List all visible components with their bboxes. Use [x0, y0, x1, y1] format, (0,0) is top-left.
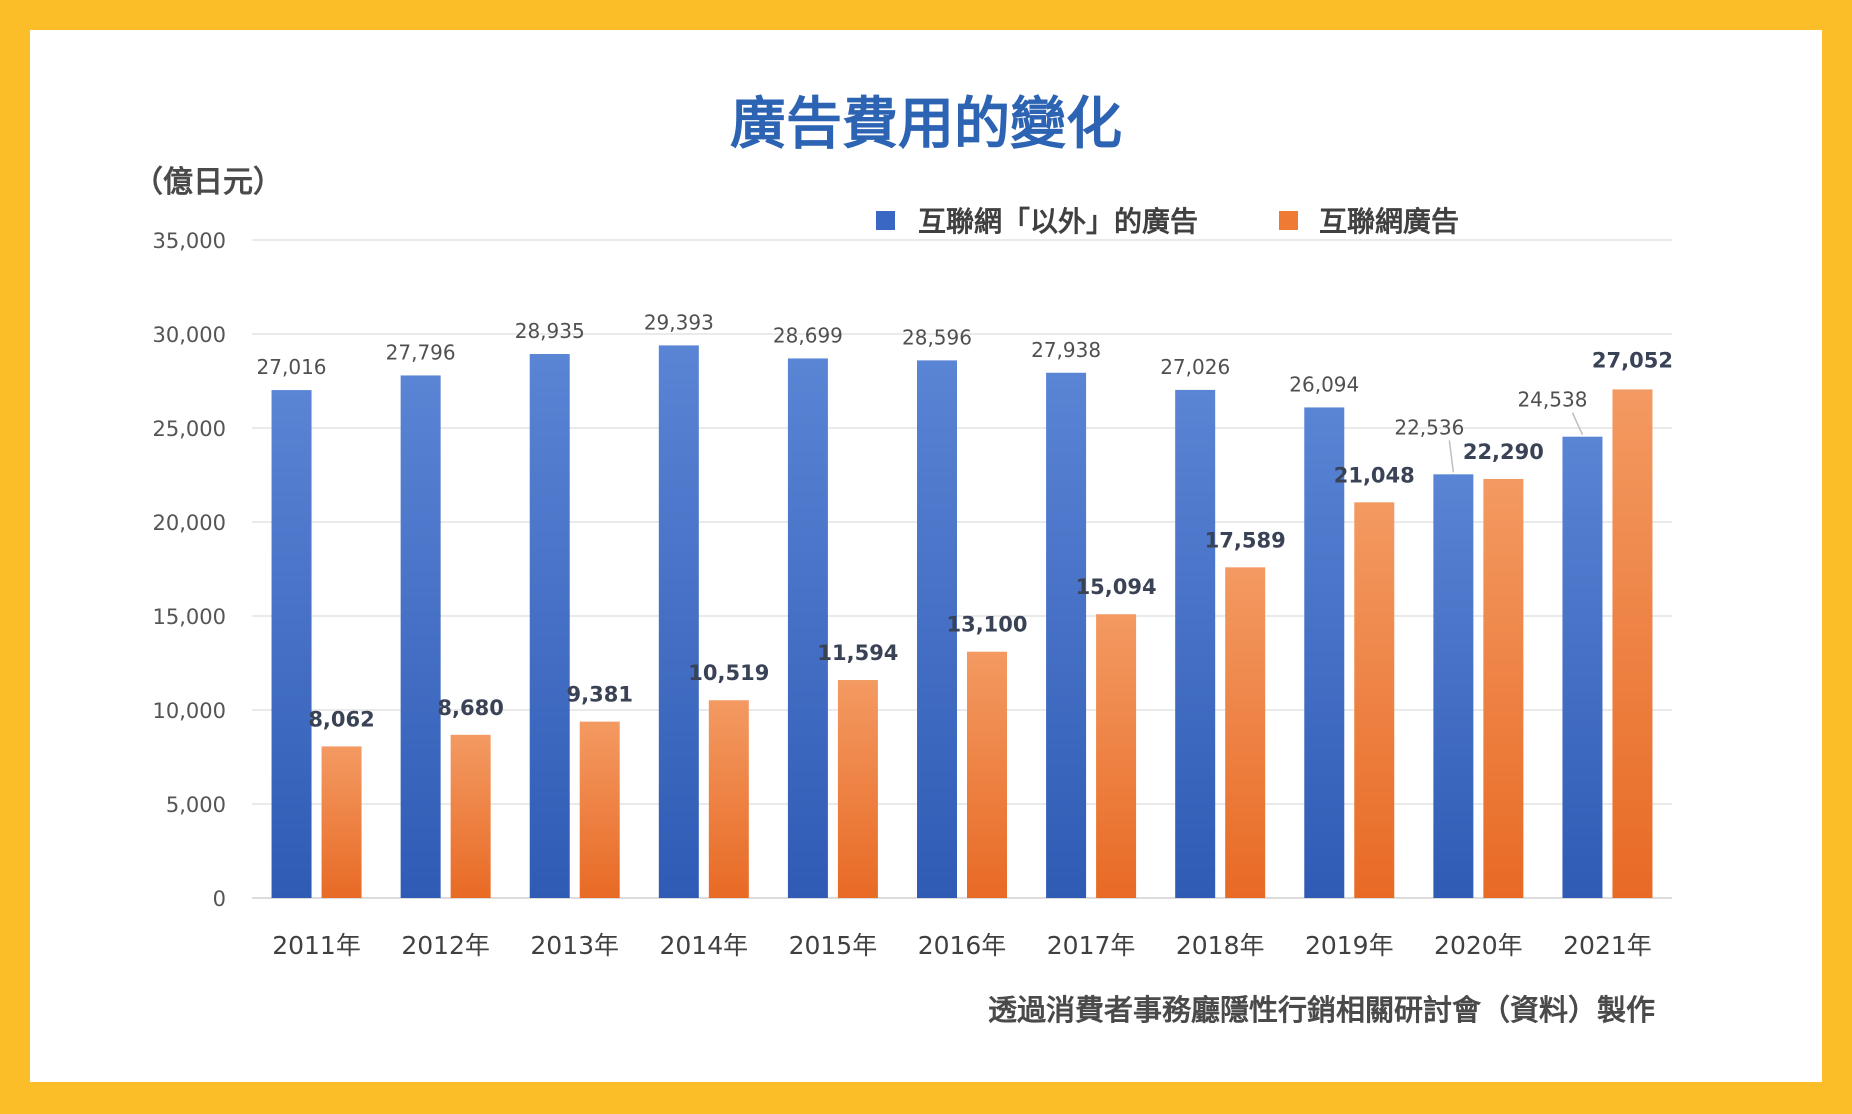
data-label-non-internet: 28,935	[515, 319, 585, 343]
bar-non-internet	[1175, 389, 1216, 898]
data-label-non-internet: 28,596	[902, 325, 972, 349]
x-tick-label: 2012年	[401, 931, 490, 960]
bar-internet	[708, 700, 749, 898]
x-tick-label: 2015年	[789, 931, 878, 960]
y-tick-label: 30,000	[153, 323, 226, 347]
bar-internet	[1096, 614, 1137, 898]
x-tick-label: 2016年	[918, 931, 1007, 960]
data-label-non-internet: 27,016	[257, 355, 327, 379]
bar-internet	[1225, 567, 1266, 898]
bar-non-internet	[1046, 372, 1087, 898]
bar-non-internet	[1304, 407, 1345, 898]
bar-internet	[579, 721, 620, 898]
data-label-non-internet: 24,538	[1517, 388, 1587, 412]
leader-line	[1571, 412, 1584, 435]
bar-internet	[450, 734, 491, 898]
chart-title: 廣告費用的變化	[730, 92, 1122, 157]
bar-internet	[1483, 478, 1524, 898]
data-label-internet: 21,048	[1334, 463, 1415, 487]
y-tick-label: 5,000	[166, 793, 226, 817]
bar-non-internet	[1433, 474, 1474, 898]
legend: 互聯網「以外」的廣告 互聯網廣告	[876, 205, 1459, 238]
x-tick-label: 2011年	[272, 931, 361, 960]
x-tick-label: 2018年	[1176, 931, 1265, 960]
bar-non-internet	[787, 358, 828, 898]
data-label-non-internet: 29,393	[644, 310, 714, 334]
x-tick-label: 2020年	[1434, 931, 1523, 960]
bar-internet	[967, 651, 1007, 898]
x-tick-label: 2013年	[530, 931, 619, 960]
data-label-internet: 22,290	[1463, 440, 1544, 464]
bar-internet	[1354, 502, 1395, 898]
data-label-non-internet: 28,699	[773, 323, 843, 347]
bar-non-internet	[529, 354, 570, 899]
data-label-non-internet: 27,796	[386, 340, 456, 364]
bar-non-internet	[271, 390, 312, 898]
data-label-internet: 13,100	[946, 613, 1027, 637]
data-label-internet: 15,094	[1076, 575, 1157, 599]
data-label-non-internet: 27,026	[1160, 355, 1230, 379]
bar-non-internet	[658, 345, 699, 898]
y-tick-label: 35,000	[153, 229, 226, 253]
data-label-internet: 10,519	[688, 661, 769, 685]
x-tick-label: 2014年	[660, 931, 749, 960]
data-label-non-internet: 26,094	[1289, 372, 1359, 396]
y-tick-label: 10,000	[153, 699, 226, 723]
bar-non-internet	[1562, 436, 1603, 898]
y-tick-label: 20,000	[153, 511, 226, 535]
y-axis-unit: （億日元）	[133, 165, 283, 200]
source-note: 透過消費者事務廳隱性行銷相關研討會（資料）製作	[988, 993, 1655, 1027]
x-tick-label: 2017年	[1047, 931, 1136, 960]
legend-swatch-internet	[1279, 211, 1298, 230]
data-label-internet: 11,594	[817, 641, 898, 665]
bar-non-internet	[400, 375, 441, 899]
data-label-non-internet: 27,938	[1031, 338, 1101, 362]
leader-line	[1448, 440, 1455, 473]
data-label-internet: 8,062	[308, 707, 374, 731]
y-tick-label: 15,000	[153, 605, 226, 629]
x-tick-label: 2019年	[1305, 931, 1394, 960]
legend-label-internet: 互聯網廣告	[1319, 205, 1459, 238]
data-label-internet: 9,381	[567, 683, 633, 707]
legend-swatch-non-internet	[876, 211, 895, 230]
bar-internet	[837, 680, 878, 898]
bar-internet	[321, 746, 362, 898]
bar-non-internet	[917, 360, 957, 898]
bars	[271, 345, 1653, 899]
data-labels: 27,016 8,062 27,796 8,680 28,935 9,381 29,393 1…	[257, 310, 1673, 731]
y-tick-label: 25,000	[153, 417, 226, 441]
y-axis-ticks: 0 5,000 10,000 15,000 20,000 25,000 30,000 35,0…	[153, 229, 226, 911]
data-label-internet: 27,052	[1592, 348, 1673, 372]
legend-label-non-internet: 互聯網「以外」的廣告	[918, 205, 1198, 238]
x-axis-ticks: 2011年 2012年 2013年 2014年 2015年 2016年 2017年 2018年…	[272, 931, 1652, 960]
x-tick-label: 2021年	[1563, 931, 1652, 960]
bar-internet	[1612, 389, 1653, 898]
y-tick-label: 0	[213, 887, 226, 911]
data-label-internet: 8,680	[437, 696, 503, 720]
data-label-internet: 17,589	[1205, 528, 1286, 552]
data-label-non-internet: 22,536	[1394, 415, 1464, 439]
